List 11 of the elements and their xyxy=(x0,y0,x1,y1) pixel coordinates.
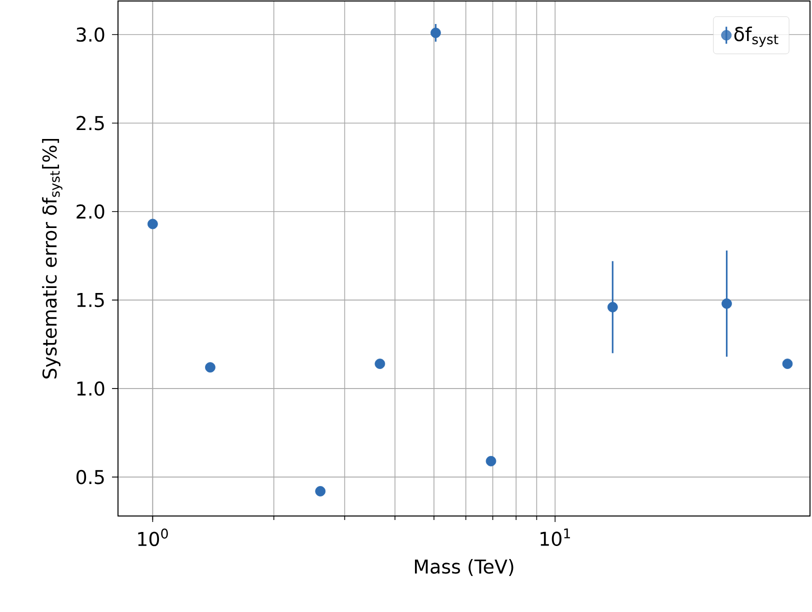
legend-label: δf$_{syst}$ xyxy=(734,26,778,47)
y-tick-label: 0.5 xyxy=(76,470,104,484)
x-tick-label: 10$^{0}$ xyxy=(138,528,168,546)
y-tick-label: 1.0 xyxy=(77,381,104,396)
x-tick-label: 10$^{1}$ xyxy=(540,528,570,546)
y-tick-label: 2.0 xyxy=(76,204,104,219)
y-tick-label: 2.5 xyxy=(76,116,104,130)
y-tick-label: 3.0 xyxy=(76,27,104,42)
x-axis-title: Mass (TeV) xyxy=(414,559,514,576)
y-axis-title: Systematic error δf$_{syst}$[%] xyxy=(42,138,62,378)
y-tick-label: 1.5 xyxy=(77,293,104,308)
